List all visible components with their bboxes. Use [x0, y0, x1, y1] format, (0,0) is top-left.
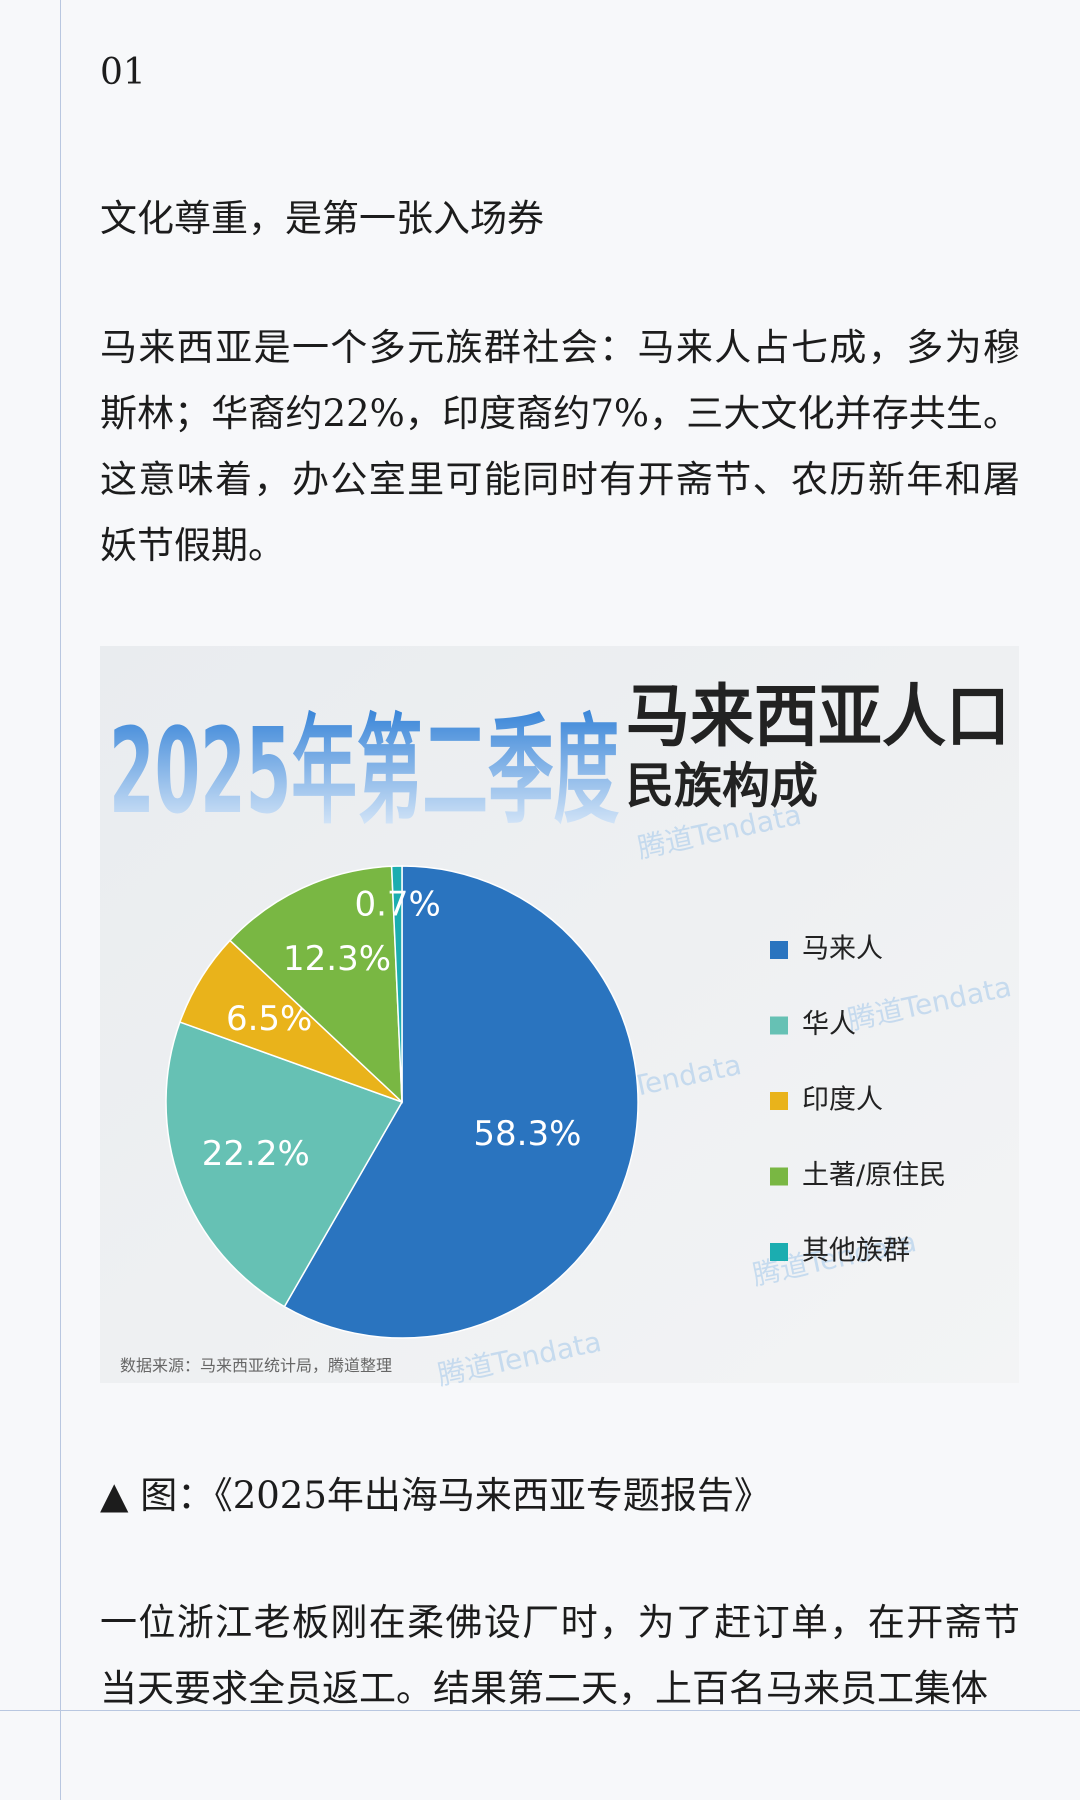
legend-swatch	[770, 1016, 788, 1035]
legend-label: 马来人	[802, 934, 883, 965]
legend-label: 土著/原住民	[802, 1160, 946, 1191]
legend-swatch	[770, 1167, 788, 1186]
pie-slice	[390, 865, 403, 1103]
data-label: 12.3%	[283, 939, 391, 979]
pie-slice	[228, 865, 403, 1104]
chart: 2025年第二季度 马来西亚人口 民族构成 数据来源：马来西亚统计局，腾道整理 …	[100, 646, 1019, 1392]
data-label: 6.5%	[226, 999, 312, 1039]
chart-subtitle: 民族构成	[626, 758, 818, 814]
legend-swatch	[770, 941, 788, 959]
section-heading: 文化尊重，是第一张入场券	[100, 197, 544, 240]
data-label: 58.3%	[473, 1114, 581, 1154]
data-label: 0.7%	[354, 885, 440, 925]
legend-label: 印度人	[802, 1085, 883, 1116]
fold-line	[0, 1710, 1080, 1711]
chart-title: 马来西亚人口	[626, 678, 1010, 757]
caption: ▲ 图：《2025年出海马来西亚专题报告》	[100, 1474, 771, 1517]
legend-swatch	[770, 1092, 788, 1110]
margin-line	[60, 0, 61, 1800]
chart-title: 2025年第二季度	[109, 702, 619, 840]
legend-swatch	[770, 1243, 788, 1261]
legend-label: 其他族群	[802, 1236, 910, 1267]
paragraph: 一位浙江老板刚在柔佛设厂时，为了赶订单，在开斋节当天要求全员返工。结果第二天，上…	[100, 1601, 1020, 1710]
page-number: 01	[100, 52, 146, 93]
data-label: 22.2%	[202, 1134, 310, 1174]
pie-slice	[283, 865, 639, 1339]
pie-slice	[165, 1021, 404, 1308]
paragraph: 马来西亚是一个多元族群社会：马来人占七成，多为穆斯林；华裔约22%，印度裔约7%…	[100, 326, 1020, 567]
source: 数据来源：马来西亚统计局，腾道整理	[120, 1356, 392, 1375]
legend-label: 华人	[802, 1009, 856, 1040]
